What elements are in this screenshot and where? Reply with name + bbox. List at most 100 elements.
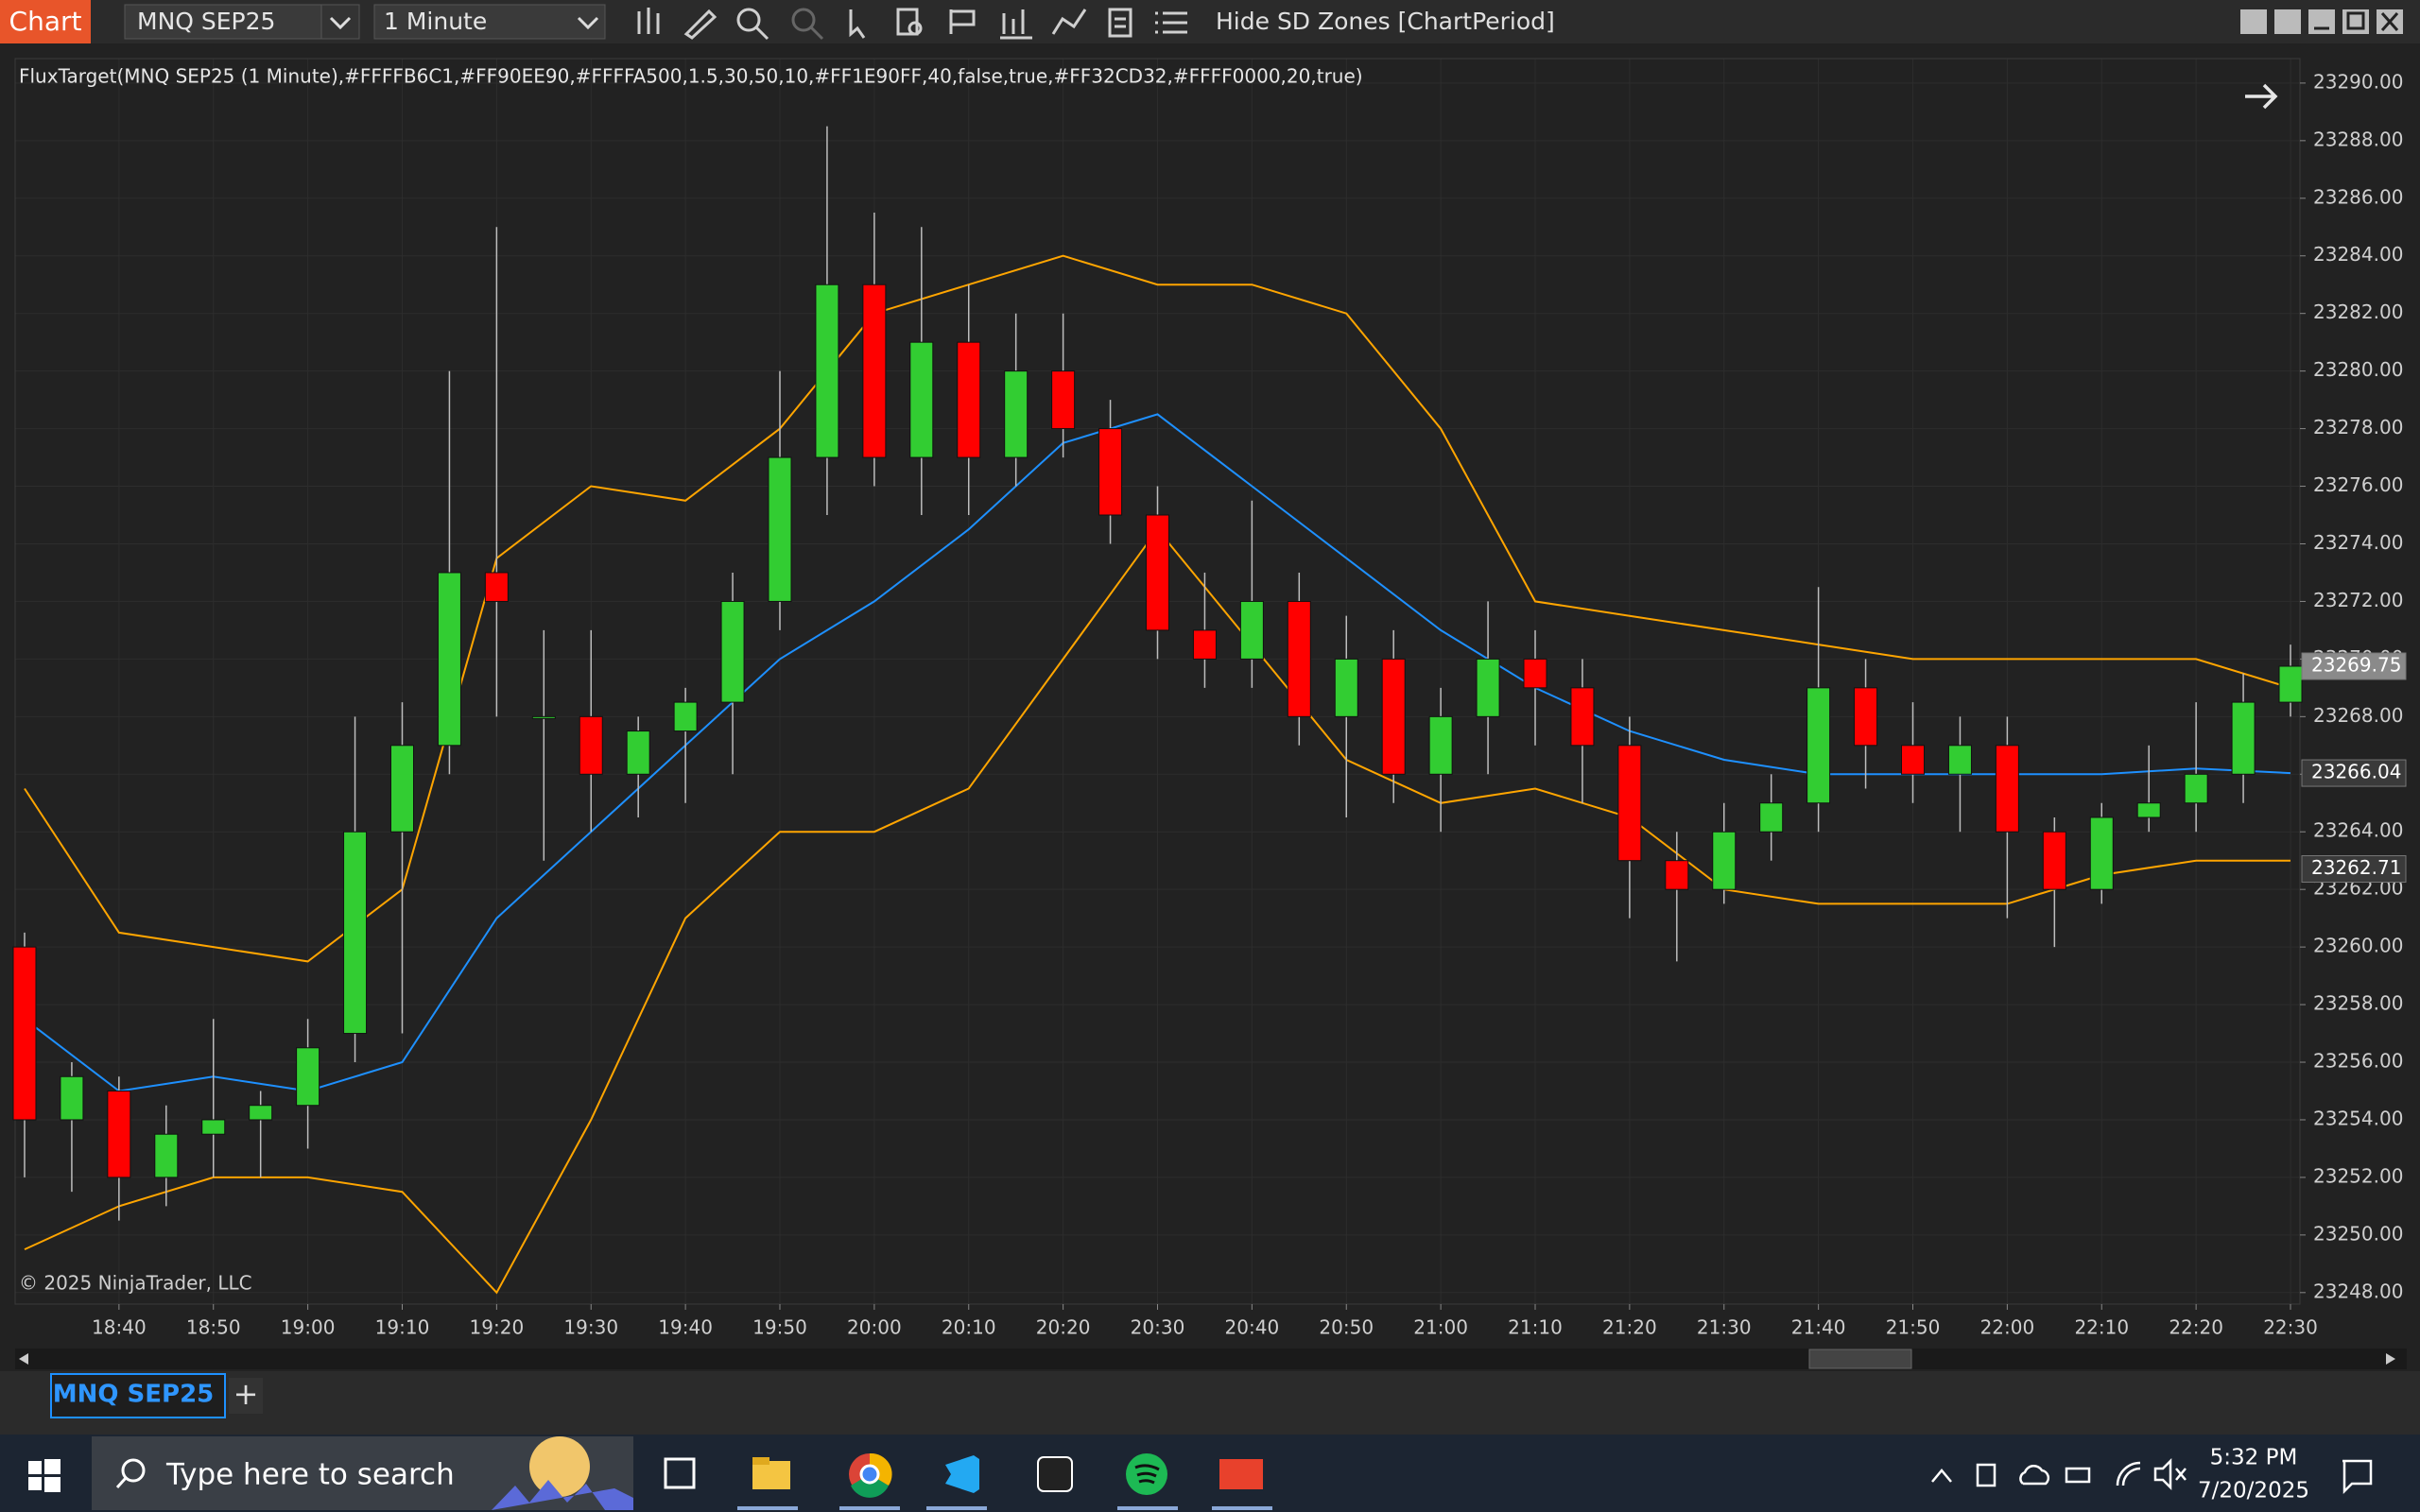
x-tick-label: 19:50 [752,1316,807,1339]
price-marker-label: 23269.75 [2311,654,2401,677]
y-tick-label: 23286.00 [2313,185,2403,208]
candle-body [626,730,650,775]
x-tick-label: 20:10 [942,1316,996,1339]
instrument-dropdown[interactable] [320,4,360,40]
candle-body [60,1075,84,1121]
candle-body [201,1119,226,1135]
candle-body [1239,600,1264,660]
y-tick-label: 23274.00 [2313,531,2403,554]
x-tick-label: 20:40 [1225,1316,1280,1339]
candle-body [1947,745,1972,775]
y-tick-label: 23256.00 [2313,1050,2403,1073]
x-tick-label: 20:00 [847,1316,902,1339]
x-tick-label: 19:10 [375,1316,430,1339]
x-tick-label: 21:50 [1886,1316,1941,1339]
y-tick-label: 23252.00 [2313,1164,2403,1187]
plot [12,126,2303,1295]
x-tick-label: 18:50 [186,1316,241,1339]
candle-body [579,715,603,775]
scroll-to-end[interactable] [2245,83,2278,110]
candle-body [1334,658,1358,717]
y-tick-label: 23260.00 [2313,935,2403,957]
candle-body [531,715,556,719]
x-tick-label: 19:40 [658,1316,713,1339]
x-tick-label: 19:20 [470,1316,525,1339]
scrollbar[interactable] [15,1349,2407,1369]
interval[interactable]: 1 Minute [384,8,487,35]
instrument-box[interactable] [124,4,360,40]
interval-box[interactable] [373,4,606,40]
scroll-right[interactable] [2386,1353,2395,1365]
toolbar-icons[interactable] [637,8,1187,41]
y-tick-label: 23288.00 [2313,128,2403,150]
taskbar-apps[interactable] [664,1452,1272,1510]
candle-body [107,1090,131,1178]
add-tab-label[interactable]: + [233,1376,259,1412]
x-tick-label: 20:50 [1319,1316,1374,1339]
y-tick-label: 23250.00 [2313,1222,2403,1245]
candle-body [484,572,509,602]
add-tab[interactable] [229,1378,263,1414]
price-marker [2301,855,2407,884]
candle-body [1995,745,2019,833]
candle-body [1146,514,1169,631]
window-label: Chart [9,6,82,37]
y-tick-label: 23254.00 [2313,1107,2403,1129]
y-tick-label: 23248.00 [2313,1280,2403,1302]
candle-body [12,946,37,1121]
x-tick-label: 21:30 [1697,1316,1752,1339]
candle-body [1428,715,1453,775]
candle-body [957,341,981,458]
grid [15,59,2300,1304]
toggle-zones[interactable]: Hide SD Zones [ChartPeriod] [1216,8,1555,35]
tab[interactable] [50,1373,226,1418]
indicator-label: FluxTarget(MNQ SEP25 (1 Minute),#FFFFB6C… [19,65,1363,88]
x-tick-label: 22:00 [1980,1316,2035,1339]
price-marker [2301,759,2407,787]
candle-body [1476,658,1500,717]
candle-body [815,284,839,458]
y-tick-label: 23284.00 [2313,243,2403,266]
clock-time[interactable]: 5:32 PM [2210,1446,2298,1470]
instrument[interactable]: MNQ SEP25 [137,8,275,35]
y-tick-label: 23282.00 [2313,301,2403,323]
candle-body [1192,629,1217,660]
candle-body [2231,701,2256,775]
y-tick-label: 23272.00 [2313,589,2403,611]
candle-body [1287,600,1311,717]
candle-body [909,341,934,458]
chevron [577,16,599,30]
candle-body [249,1105,273,1121]
clock-date[interactable]: 7/20/2025 [2198,1479,2309,1503]
window-buttons[interactable] [2240,9,2403,34]
x-tick-label: 21:40 [1791,1316,1846,1339]
candle-body [2136,802,2161,818]
y-tick-label: 23278.00 [2313,416,2403,438]
y-tick-label: 23258.00 [2313,992,2403,1015]
search-art [492,1436,633,1510]
tab-label[interactable]: MNQ SEP25 [53,1381,215,1409]
x-tick-label: 22:30 [2263,1316,2318,1339]
start-button[interactable] [28,1459,60,1492]
x-tick-label: 21:20 [1602,1316,1657,1339]
candle-body [1854,687,1878,747]
candle-body [1806,687,1831,804]
search-icon-handle [115,1476,128,1489]
candle-body [1712,831,1737,890]
y-tick-label: 23276.00 [2313,473,2403,496]
tray-icons[interactable] [1931,1457,2373,1495]
candle-body [296,1047,320,1107]
candle-body [2184,773,2208,804]
search-placeholder[interactable]: Type here to search [165,1458,455,1492]
x-tick-label: 21:00 [1413,1316,1468,1339]
scroll-left[interactable] [19,1353,28,1365]
x-tick-label: 22:20 [2169,1316,2223,1339]
scroll-thumb[interactable] [1808,1349,1912,1369]
y-tick-label: 23264.00 [2313,819,2403,842]
x-tick-label: 18:40 [92,1316,147,1339]
candle-body [862,284,887,458]
candle-body [389,745,414,833]
tab-bar [0,1371,2420,1435]
